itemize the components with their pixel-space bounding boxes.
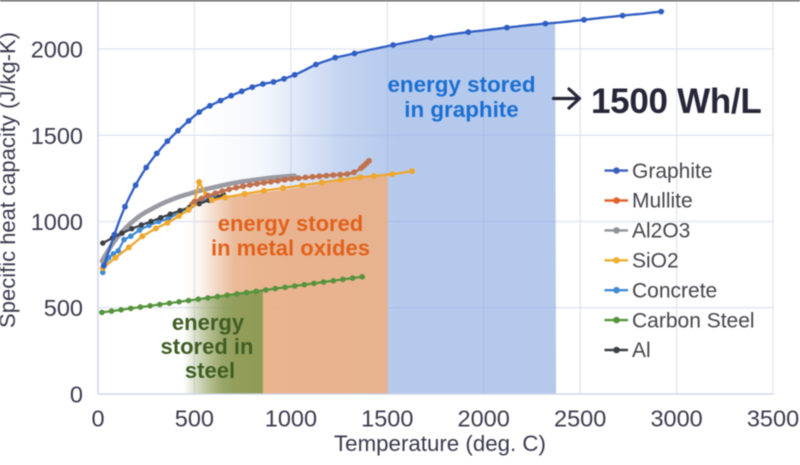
svg-text:stored in: stored in [161,334,254,359]
svg-text:Carbon Steel: Carbon Steel [632,309,755,332]
svg-text:energy stored: energy stored [387,72,535,97]
svg-text:Al: Al [632,339,651,362]
svg-text:3500: 3500 [747,406,799,432]
svg-text:Temperature (deg. C): Temperature (deg. C) [334,431,546,456]
svg-text:2000: 2000 [31,37,83,63]
svg-text:Mullite: Mullite [632,190,693,213]
svg-text:energy: energy [172,310,245,335]
svg-text:1500 Wh/L: 1500 Wh/L [591,82,761,121]
svg-text:500: 500 [44,295,83,321]
svg-text:Concrete: Concrete [632,279,717,302]
svg-text:1500: 1500 [361,406,413,432]
svg-text:1000: 1000 [265,406,317,432]
svg-text:energy stored: energy stored [218,211,364,236]
svg-text:0: 0 [91,406,104,432]
svg-text:in metal oxides: in metal oxides [211,236,370,261]
svg-text:Graphite: Graphite [632,160,713,183]
svg-text:1500: 1500 [31,123,83,149]
svg-text:500: 500 [175,406,214,432]
svg-text:2000: 2000 [458,406,510,432]
svg-text:3000: 3000 [650,406,702,432]
svg-text:steel: steel [185,358,235,383]
svg-text:in graphite: in graphite [404,97,518,122]
svg-text:Al2O3: Al2O3 [632,220,690,243]
svg-text:2500: 2500 [554,406,606,432]
svg-text:Specific heat capacity (J/kg-K: Specific heat capacity (J/kg-K) [0,32,20,328]
svg-text:1000: 1000 [31,209,83,235]
svg-text:SiO2: SiO2 [632,250,679,273]
svg-text:0: 0 [70,382,83,408]
